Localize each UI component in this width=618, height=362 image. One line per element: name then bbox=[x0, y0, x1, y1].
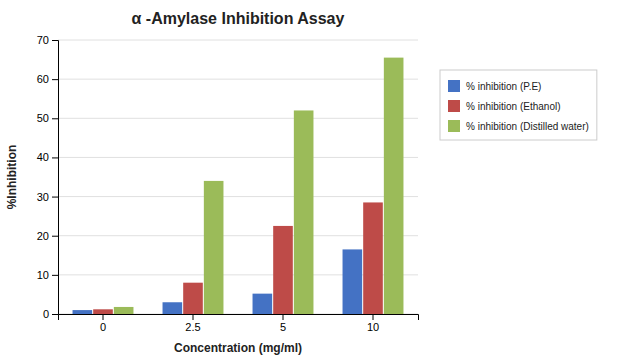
x-tick-mark bbox=[373, 314, 374, 320]
legend-item: % inhibition (Ethanol) bbox=[448, 100, 561, 112]
y-tick-mark bbox=[52, 79, 58, 80]
y-tick-label: 20 bbox=[37, 230, 49, 242]
bar bbox=[273, 226, 293, 314]
grid-line bbox=[58, 118, 418, 119]
y-tick-label: 40 bbox=[37, 151, 49, 163]
y-axis: 0 10 20 30 40 50 60 70 bbox=[37, 34, 59, 320]
y-tick-label: 0 bbox=[43, 308, 49, 320]
bar bbox=[163, 302, 183, 314]
y-tick-mark bbox=[52, 314, 58, 315]
y-axis-title: %Inhibition bbox=[5, 145, 19, 210]
bar bbox=[294, 110, 314, 314]
bar bbox=[363, 202, 383, 314]
y-tick-mark bbox=[52, 157, 58, 158]
bar-series bbox=[93, 202, 383, 314]
x-tick-label: 2.5 bbox=[185, 321, 200, 333]
x-tick-label: 0 bbox=[100, 321, 106, 333]
y-tick-label: 50 bbox=[37, 112, 49, 124]
bar bbox=[384, 58, 404, 314]
grid-line bbox=[58, 40, 418, 41]
x-tick: 2.5 bbox=[185, 314, 200, 333]
x-tick: 0 bbox=[100, 314, 106, 333]
y-tick: 70 bbox=[37, 34, 58, 46]
x-tick-mark bbox=[283, 314, 284, 320]
bar bbox=[183, 283, 203, 314]
legend-label: % inhibition (Ethanol) bbox=[466, 101, 561, 112]
y-tick-mark bbox=[52, 275, 58, 276]
legend-swatch bbox=[448, 120, 460, 132]
x-tick-label: 10 bbox=[367, 321, 379, 333]
plot: 0 2.5 5 10 0 10 20 30 40 50 60 70 bbox=[37, 34, 419, 333]
grid-line bbox=[58, 157, 418, 158]
bar bbox=[73, 310, 93, 314]
y-tick-mark bbox=[52, 197, 58, 198]
bar bbox=[253, 294, 273, 314]
legend-item: % inhibition (P.E) bbox=[448, 80, 541, 92]
y-tick-label: 60 bbox=[37, 73, 49, 85]
grid-line bbox=[58, 196, 418, 197]
y-tick-label: 10 bbox=[37, 269, 49, 281]
bar-series bbox=[114, 58, 404, 314]
y-tick-label: 30 bbox=[37, 191, 49, 203]
y-tick: 20 bbox=[37, 230, 58, 242]
x-axis: 0 2.5 5 10 bbox=[59, 314, 419, 333]
y-tick: 60 bbox=[37, 73, 58, 85]
x-tick: 10 bbox=[367, 314, 379, 333]
legend-label: % inhibition (Distilled water) bbox=[466, 121, 589, 132]
legend-frame bbox=[440, 70, 597, 140]
y-tick: 50 bbox=[37, 112, 58, 124]
legend-label: % inhibition (P.E) bbox=[466, 81, 541, 92]
bar bbox=[114, 307, 134, 314]
x-axis-line bbox=[59, 315, 419, 321]
bar bbox=[343, 249, 363, 314]
y-tick-mark bbox=[52, 236, 58, 237]
legend: % inhibition (P.E) % inhibition (Ethanol)… bbox=[440, 70, 597, 140]
x-tick-mark bbox=[193, 314, 194, 320]
x-tick-label: 5 bbox=[280, 321, 286, 333]
bar bbox=[93, 309, 113, 314]
y-tick: 40 bbox=[37, 151, 58, 163]
bar bbox=[204, 181, 224, 314]
grid-line bbox=[58, 79, 418, 80]
bars bbox=[73, 58, 404, 314]
y-tick: 10 bbox=[37, 269, 58, 281]
title: α -Amylase Inhibition Assay bbox=[132, 10, 345, 27]
y-tick-label: 70 bbox=[37, 34, 49, 46]
legend-swatch bbox=[448, 80, 460, 92]
y-tick-mark bbox=[52, 40, 58, 41]
grid bbox=[58, 40, 418, 314]
chart: 0 2.5 5 10 0 10 20 30 40 50 60 70 α -Amylase Inhibit… bbox=[0, 0, 618, 362]
y-tick: 30 bbox=[37, 191, 58, 203]
y-tick: 0 bbox=[43, 308, 58, 320]
y-axis-line bbox=[52, 41, 59, 315]
x-tick-mark bbox=[103, 314, 104, 320]
x-axis-title: Concentration (mg/ml) bbox=[174, 341, 302, 355]
x-tick: 5 bbox=[280, 314, 286, 333]
y-tick-mark bbox=[52, 118, 58, 119]
legend-item: % inhibition (Distilled water) bbox=[448, 120, 589, 132]
legend-swatch bbox=[448, 100, 460, 112]
